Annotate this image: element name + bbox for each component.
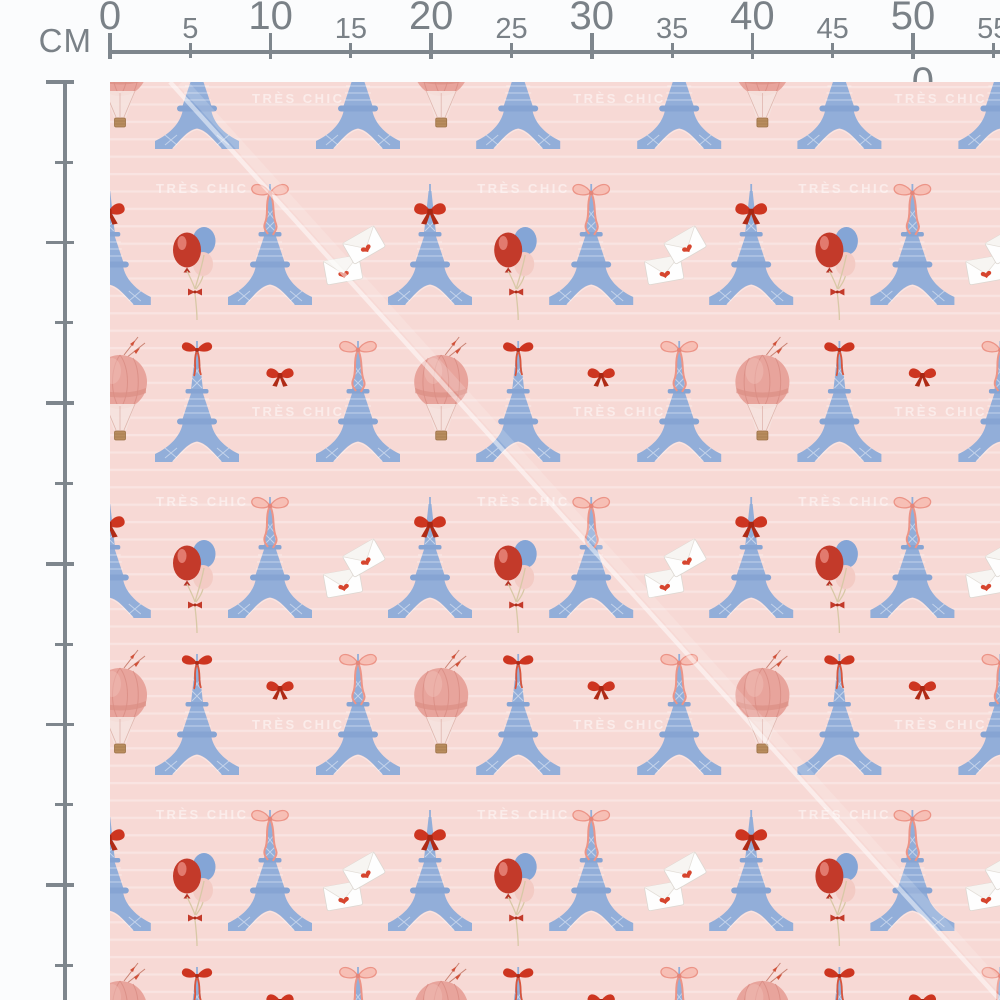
ruler-tick xyxy=(55,803,73,806)
ruler-tick xyxy=(911,33,915,59)
fabric-pattern-swatch: TRÈS CHIC TRÈS CHIC xyxy=(110,82,1000,1000)
ruler-tick-label: 40 xyxy=(730,0,775,36)
ruler-tick-label: 15 xyxy=(335,14,367,44)
ruler-tick-label: 45 xyxy=(817,14,849,44)
ruler-tick xyxy=(992,43,995,58)
ruler-tick xyxy=(269,33,273,59)
ruler-tick-label: 25 xyxy=(495,14,527,44)
ruler-tick xyxy=(108,33,112,59)
ruler-tick xyxy=(55,321,73,324)
ruler-tick xyxy=(55,482,73,485)
ruler-tick-label: 5 xyxy=(182,14,198,44)
ruler-tick xyxy=(55,643,73,646)
fabric-measurement-preview: CM 0510152025303540455055 05101520253035… xyxy=(0,0,1000,1000)
ruler-tick xyxy=(751,33,755,59)
ruler-tick xyxy=(46,241,74,245)
ruler-tick xyxy=(671,43,674,58)
ruler-tick xyxy=(55,161,73,164)
ruler-vertical-line xyxy=(63,80,67,1000)
ruler-unit-label: CM xyxy=(28,22,92,60)
ruler-tick xyxy=(46,562,74,566)
ruler-tick xyxy=(55,964,73,967)
ruler-horizontal-line xyxy=(108,50,1000,54)
ruler-tick xyxy=(429,33,433,59)
ruler-tick xyxy=(831,43,834,58)
ruler-tick-label: 10 xyxy=(248,0,293,36)
ruler-tick xyxy=(46,80,74,84)
ruler-corner: CM xyxy=(0,0,108,80)
ruler-tick xyxy=(590,33,594,59)
ruler-tick xyxy=(46,401,74,405)
ruler-tick xyxy=(349,43,352,58)
ruler-tick-label: 35 xyxy=(656,14,688,44)
ruler-tick-label: 20 xyxy=(409,0,454,36)
ruler-tick xyxy=(46,723,74,727)
fabric-weave-stripes xyxy=(110,82,1000,1000)
ruler-tick xyxy=(46,883,74,887)
ruler-tick-label: 50 xyxy=(891,0,936,36)
ruler-tick-label: 30 xyxy=(570,0,615,36)
ruler-tick xyxy=(510,43,513,58)
ruler-tick-label: 55 xyxy=(977,14,1000,44)
ruler-tick xyxy=(189,43,192,58)
